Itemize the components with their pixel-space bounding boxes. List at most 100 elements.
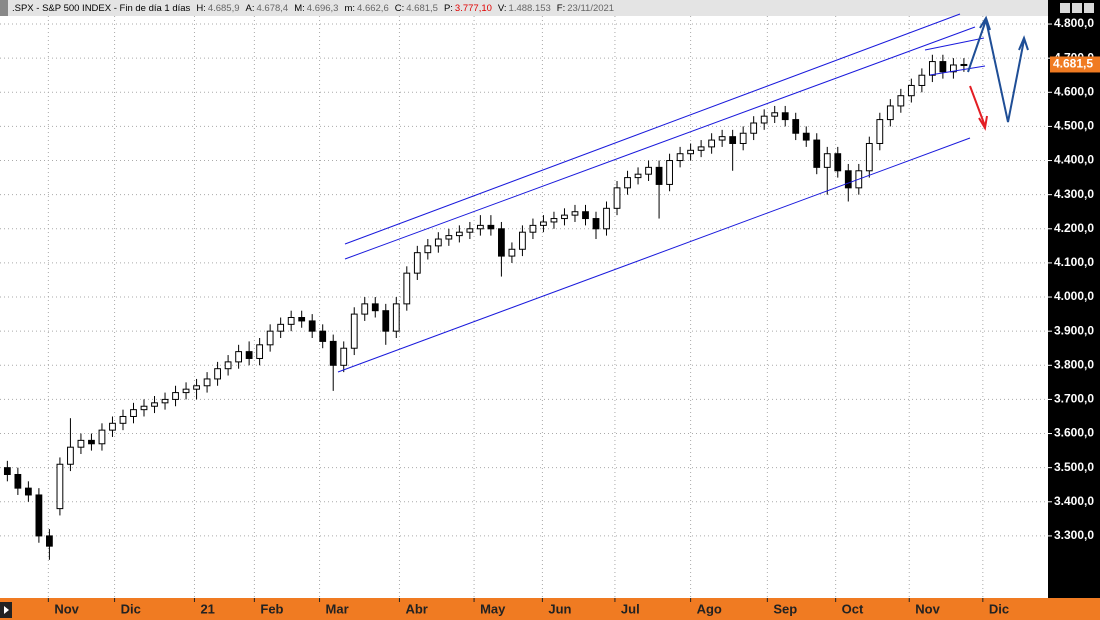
candle-body	[46, 535, 53, 547]
time-axis-bar	[0, 598, 1100, 620]
y-tick-label: 3.500,0	[1054, 460, 1094, 474]
header-text: .SPX - S&P 500 INDEX - Fin de día 1 días…	[12, 3, 614, 14]
candle-body	[88, 439, 95, 445]
plot-area	[0, 16, 1048, 597]
candle-body	[466, 228, 474, 233]
x-tick-label: Abr	[405, 601, 427, 616]
candle-body	[455, 231, 463, 237]
candle-body	[697, 146, 705, 151]
x-tick-label: Ago	[697, 601, 722, 616]
candle-body	[140, 405, 148, 411]
candle-body	[519, 231, 526, 250]
x-tick-label: Jun	[548, 601, 571, 616]
candle-body	[865, 142, 873, 172]
candle-body	[98, 429, 106, 445]
y-tick-label: 4.300,0	[1054, 187, 1094, 201]
candle-body	[67, 446, 74, 465]
candle-body	[834, 153, 842, 172]
candle-body	[655, 166, 663, 185]
candle-body	[739, 132, 747, 144]
candle-body	[498, 228, 505, 257]
candle-body	[729, 136, 737, 144]
candle-body	[886, 105, 894, 121]
field-value: 1.488.153	[509, 3, 551, 14]
candle-body	[298, 317, 306, 322]
candle-body	[182, 388, 190, 394]
header-bar	[0, 0, 1048, 16]
candle-body	[266, 330, 274, 346]
field-value: 4.678,4	[257, 3, 289, 14]
bullish-arrow	[967, 15, 1029, 123]
candle-body	[634, 173, 642, 179]
field-label: F:	[557, 3, 565, 14]
candle-body	[371, 303, 379, 312]
field-value: 23/11/2021	[567, 3, 614, 14]
candle-body	[277, 323, 285, 332]
y-tick-label: 4.800,0	[1054, 16, 1094, 30]
candle-body	[329, 340, 337, 366]
candle-body	[287, 317, 295, 325]
x-tick-label: Dic	[121, 601, 141, 616]
candle-body	[561, 214, 568, 220]
maximize-button[interactable]	[1072, 3, 1082, 13]
candle-body	[193, 385, 200, 390]
y-tick-label: 4.600,0	[1054, 84, 1094, 98]
candle-body	[413, 252, 421, 274]
trend-lines	[337, 13, 986, 373]
candle-body	[950, 64, 957, 73]
channel-upper-line	[344, 13, 961, 245]
channel-lower-line	[337, 137, 971, 373]
last-price-tag	[1050, 56, 1100, 73]
y-tick-label: 3.900,0	[1054, 323, 1094, 337]
candle-body	[77, 439, 85, 448]
candle-body	[151, 402, 158, 407]
y-tick-label: 4.100,0	[1054, 255, 1094, 269]
y-tick-label: 4.500,0	[1054, 119, 1094, 133]
y-tick-label: 3.600,0	[1054, 426, 1094, 440]
field-label: V:	[498, 3, 507, 14]
candle-body	[540, 221, 547, 226]
field-value: 4.685,9	[208, 3, 240, 14]
candle-body	[529, 224, 537, 233]
candle-body	[781, 112, 789, 121]
bearish-arrow	[969, 85, 988, 131]
candle-body	[802, 132, 810, 141]
candle-body	[960, 63, 968, 66]
candle-body	[361, 303, 369, 315]
candle-body	[350, 313, 358, 349]
candle-body	[708, 139, 716, 148]
price-axis-panel	[1048, 0, 1100, 598]
candle-body	[3, 467, 11, 475]
candle-body	[224, 361, 232, 370]
close-button[interactable]	[1084, 3, 1094, 13]
header-button[interactable]	[0, 0, 8, 16]
candle-body	[14, 473, 22, 489]
candle-body	[445, 235, 453, 240]
candle-body	[844, 170, 852, 189]
field-label: H:	[196, 3, 206, 14]
candle-body	[476, 224, 484, 230]
field-label: P:	[444, 3, 453, 14]
y-tick-label: 4.200,0	[1054, 221, 1094, 235]
candle-body	[771, 112, 779, 117]
field-label: A:	[246, 3, 255, 14]
field-value: 3.777,10	[455, 3, 492, 14]
candle-body	[487, 224, 495, 230]
y-tick-label: 3.300,0	[1054, 528, 1094, 542]
minimize-button[interactable]	[1060, 3, 1070, 13]
last-price-label: 4.681,5	[1053, 57, 1093, 71]
candle-body	[550, 218, 558, 223]
scroll-icon	[4, 606, 9, 614]
y-tick-label: 3.800,0	[1054, 357, 1094, 371]
x-tick-label: Feb	[260, 601, 283, 616]
candle-body	[876, 119, 884, 144]
scenario-arrows	[967, 15, 1029, 131]
candle-body	[592, 218, 600, 230]
field-value: 4.696,3	[307, 3, 339, 14]
y-tick-label: 3.400,0	[1054, 494, 1094, 508]
candle-body	[666, 160, 673, 185]
field-label: C:	[395, 3, 405, 14]
candle-body	[245, 351, 253, 359]
